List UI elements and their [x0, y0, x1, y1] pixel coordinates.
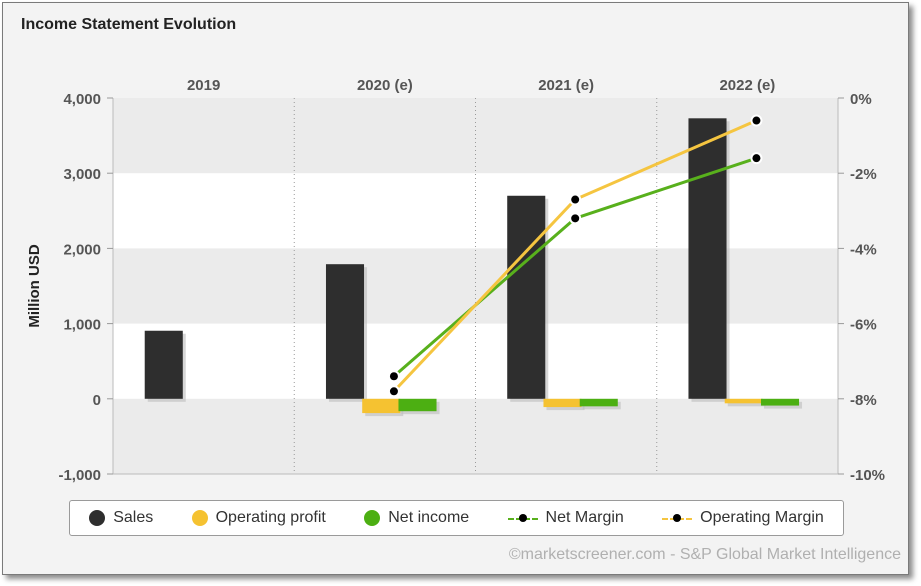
net-income-bar	[398, 398, 437, 412]
sales-bar	[507, 195, 546, 399]
net-income-bar	[579, 398, 618, 407]
y2-tick-label: -10%	[850, 467, 885, 484]
sales-bar	[144, 330, 183, 399]
y2-tick-label: -4%	[850, 241, 877, 258]
y-tick-label: 0	[93, 392, 101, 409]
operating-margin-point	[389, 387, 398, 396]
legend-item[interactable]: Operating Margin	[662, 509, 824, 527]
net-margin-point	[752, 154, 761, 163]
legend-swatch	[364, 510, 381, 526]
y2-tick-label: -2%	[850, 166, 877, 183]
credit-text: ©marketscreener.com - S&P Global Market …	[508, 546, 901, 563]
net-margin-point	[389, 372, 398, 381]
sales-bar	[688, 118, 727, 399]
chart-legend: Sales Operating profit Net income Net Margi…	[69, 500, 844, 536]
legend-label: Operating profit	[215, 509, 326, 526]
net-income-bar	[760, 398, 800, 406]
y-tick-label: 2,000	[63, 241, 101, 258]
y-tick-label: 1,000	[63, 317, 101, 334]
operating-margin-point	[571, 195, 580, 204]
legend-item[interactable]: Net income	[364, 509, 469, 527]
y-tick-label: 4,000	[63, 91, 101, 108]
operating-profit-bar	[543, 398, 582, 408]
operating-profit-bar	[362, 398, 401, 414]
legend-label: Net income	[388, 509, 470, 526]
legend-item[interactable]: Operating profit	[191, 509, 326, 527]
legend-label: Sales	[113, 509, 154, 526]
y2-tick-label: -8%	[850, 392, 877, 409]
legend-swatch	[89, 510, 106, 526]
grid-band	[113, 398, 838, 474]
legend-label: Net Margin	[545, 509, 624, 526]
x-tick-label: 2019	[187, 77, 220, 94]
y-tick-label: 3,000	[63, 166, 101, 183]
x-tick-label: 2022 (e)	[719, 77, 775, 94]
legend-swatch	[191, 510, 208, 526]
operating-margin-point	[752, 116, 761, 125]
operating-profit-bar	[724, 398, 763, 404]
x-tick-label: 2021 (e)	[538, 77, 594, 94]
y-tick-label: -1,000	[58, 467, 101, 484]
y2-tick-label: 0%	[850, 91, 872, 108]
legend-item[interactable]: Sales	[89, 509, 153, 527]
chart-title: Income Statement Evolution	[21, 16, 237, 33]
y2-tick-label: -6%	[850, 317, 877, 334]
net-margin-point	[571, 214, 580, 223]
legend-swatch	[507, 511, 538, 525]
legend-swatch	[662, 511, 693, 525]
y-axis-title: Million USD	[26, 244, 43, 327]
sales-bar	[325, 264, 365, 399]
legend-label: Operating Margin	[700, 509, 824, 526]
bar-shadow	[727, 401, 766, 407]
legend-item[interactable]: Net Margin	[507, 509, 624, 527]
x-tick-label: 2020 (e)	[357, 77, 413, 94]
